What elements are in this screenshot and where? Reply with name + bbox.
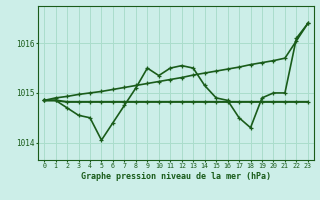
X-axis label: Graphe pression niveau de la mer (hPa): Graphe pression niveau de la mer (hPa) bbox=[81, 172, 271, 181]
